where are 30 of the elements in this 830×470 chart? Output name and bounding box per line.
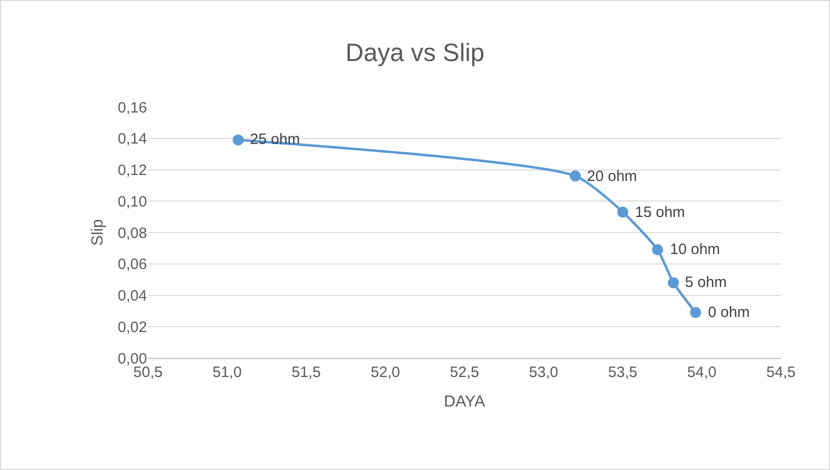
x-tick-label: 52,0 <box>370 364 400 381</box>
point <box>652 244 664 256</box>
point <box>570 170 581 182</box>
point <box>617 206 628 218</box>
y-tick-label: 0,06 <box>118 256 147 274</box>
x-tick-label: 54,5 <box>766 364 796 381</box>
x-axis-title: DAYA <box>444 394 486 411</box>
annotation: 5 ohm <box>685 274 727 291</box>
annotation: 20 ohm <box>587 168 638 185</box>
y-tick-label: 0,10 <box>118 193 147 210</box>
annotation: 15 ohm <box>635 204 686 221</box>
annotation: 0 ohm <box>708 304 750 321</box>
x-tick-label: 51,0 <box>212 364 242 381</box>
y-axis-title: Slip <box>90 219 107 246</box>
chart-title: Daya vs Slip <box>346 39 484 68</box>
y-tick-label: 0,14 <box>118 130 147 148</box>
x-tick-label: 54,0 <box>687 364 716 381</box>
point <box>668 277 679 288</box>
y-tick-label: 0,12 <box>118 162 147 179</box>
annotation: 10 ohm <box>670 241 720 258</box>
x-tick-label: 53,5 <box>608 364 638 381</box>
point <box>690 307 702 318</box>
y-tick-label: 0,08 <box>118 224 147 242</box>
point <box>232 134 244 146</box>
x-tick-label: 51,5 <box>292 364 321 381</box>
y-tick-label: 0,04 <box>118 288 147 304</box>
x-tick-label: 52,5 <box>450 364 480 381</box>
y-tick-label: 0,16 <box>118 99 147 116</box>
x-tick-label: 53,0 <box>529 364 558 381</box>
y-tick-label: 0,02 <box>118 318 147 336</box>
